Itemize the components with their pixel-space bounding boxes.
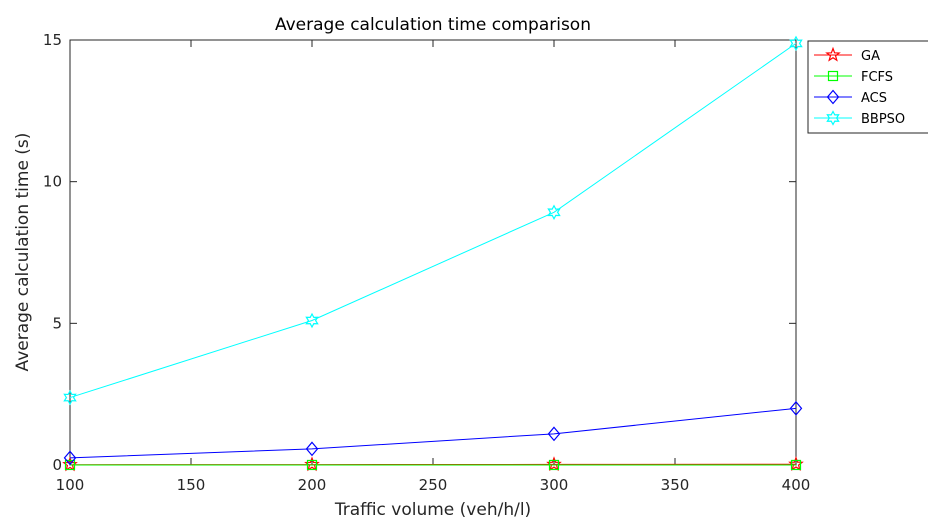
series-fcfs [64,459,802,471]
y-axis-title: Average calculation time (s) [13,133,33,372]
x-tick-label: 300 [540,476,569,494]
x-tick-label: 200 [298,476,327,494]
data-point-fcfs [306,459,318,471]
x-axis-title: Traffic volume (veh/h/l) [334,500,531,520]
data-point-fcfs [548,459,560,471]
data-point-bbpso [63,389,77,406]
legend-label: ACS [861,91,887,106]
data-point-fcfs [790,459,802,471]
legend: GA FCFS ACS BBPSO [807,40,928,134]
legend-marker [827,70,839,82]
data-point-acs [63,450,77,466]
legend-marker [826,89,840,105]
legend-label: BBPSO [861,112,905,127]
y-tick-label: 5 [52,314,62,332]
series-line-acs [69,407,797,459]
y-axis: 0 5 10 15 [43,31,796,474]
data-point-acs [789,400,803,416]
series-acs [63,400,803,466]
y-tick-label: 10 [43,173,62,191]
x-tick-label: 350 [661,476,690,494]
series-bbpso [63,35,803,406]
legend-marker [826,110,840,126]
legend-label: FCFS [861,70,893,85]
legend-label: GA [861,49,880,64]
plot-area [69,39,797,466]
x-tick-label: 250 [419,476,448,494]
data-point-bbpso [789,35,803,52]
series-layer [62,35,804,472]
y-tick-label: 0 [52,456,62,474]
x-tick-label: 100 [56,476,85,494]
x-tick-label: 150 [177,476,206,494]
axes-box [69,39,797,466]
data-point-acs [547,426,561,442]
y-tick-label: 15 [43,31,62,49]
data-point-bbpso [547,204,561,221]
series-line-bbpso [69,42,797,399]
data-point-bbpso [305,312,319,329]
legend-marker [825,46,841,62]
data-point-acs [305,441,319,457]
data-point-fcfs [64,459,76,471]
x-tick-label: 400 [782,476,811,494]
chart-title: Average calculation time comparison [275,15,591,35]
